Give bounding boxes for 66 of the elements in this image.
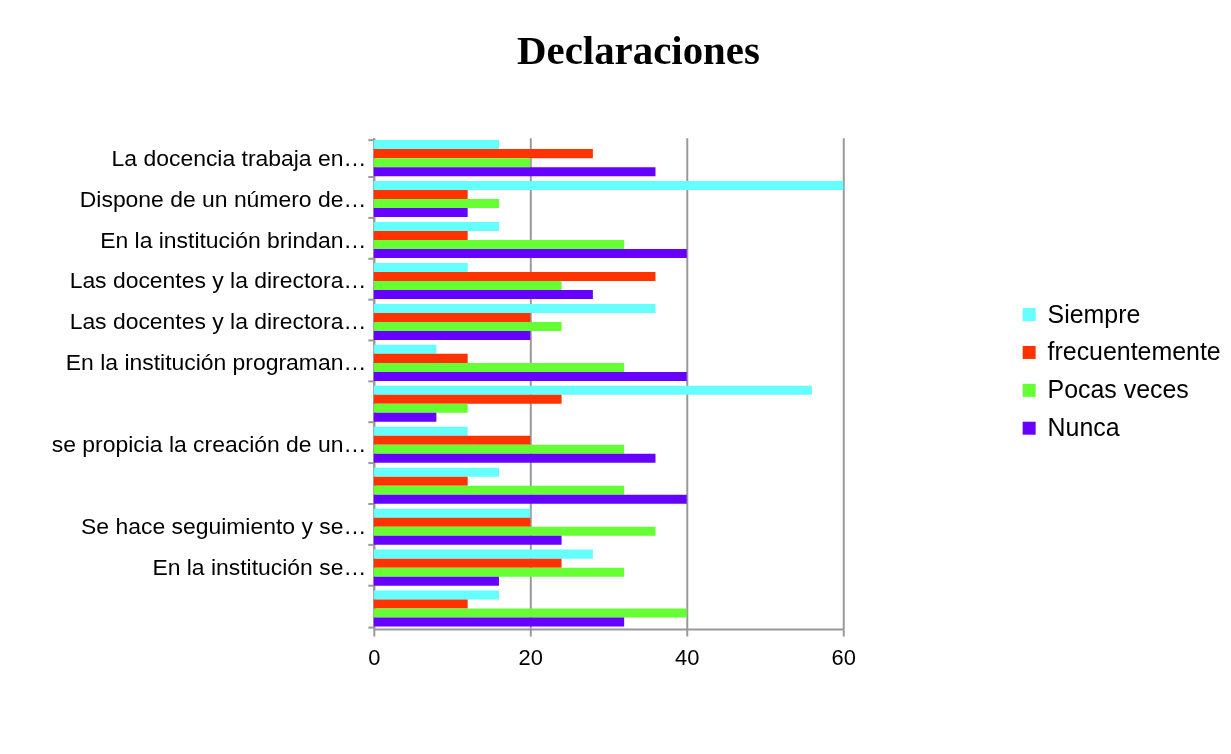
bar [373,567,625,577]
bar [373,362,625,372]
y-tick-label: Las docentes y la directora… [69,267,367,294]
bar [373,240,625,250]
bar [373,608,687,618]
legend-label: Nunca [1047,413,1120,442]
bar [373,231,468,241]
bar [373,371,687,381]
bar [373,321,562,331]
bar [373,208,468,218]
bar [373,494,687,504]
bar [373,535,562,545]
y-tick-label: se propicia la creación de un… [51,431,367,458]
bar [373,190,468,200]
bar [373,453,656,463]
bar [373,158,531,168]
x-tick-label: 20 [518,645,543,671]
bar [373,385,812,395]
y-tick-label: Las docentes y la directora… [69,308,367,335]
bar [373,140,499,150]
bar [373,485,625,495]
bar [373,526,656,536]
y-tick-label: En la institución brindan… [100,226,367,253]
bar [373,517,531,527]
bar [373,444,625,454]
y-tick-label: En la institución programan… [65,349,367,376]
bar [373,330,531,340]
bar [373,558,562,568]
x-tick-label: 40 [675,645,700,671]
bar [373,312,531,322]
bar [373,149,593,159]
bar [373,435,531,445]
y-tick-label: La docencia trabaja en… [111,144,367,171]
bar [373,394,562,404]
bar [373,590,499,600]
bar [373,271,656,281]
bar [373,426,468,436]
legend-label: Siempre [1047,299,1141,328]
bar [373,412,437,422]
bar [373,476,468,486]
bar [373,222,499,232]
bar [373,549,593,559]
legend-label: Pocas veces [1047,375,1189,404]
bar [373,280,562,290]
bar [373,508,531,518]
bar [373,599,468,609]
bar [373,467,499,477]
legend-label: frecuentemente [1047,337,1221,366]
bar [373,167,656,177]
bar [373,249,687,259]
bar [373,403,468,413]
y-tick-label: En la institución se… [152,554,367,581]
bar [373,303,656,313]
x-tick-label: 0 [368,645,381,671]
bar [373,344,437,354]
bar [373,617,625,627]
bar [373,289,593,299]
bar [373,576,499,586]
y-tick-label: Se hace seguimiento y se… [81,513,367,540]
bar [373,181,844,191]
y-tick-label: Dispone de un número de… [79,185,367,212]
chart-title: Declaraciones [517,27,760,73]
bar [373,199,499,209]
x-tick-label: 60 [831,645,856,671]
bar [373,353,468,363]
bar [373,262,468,272]
